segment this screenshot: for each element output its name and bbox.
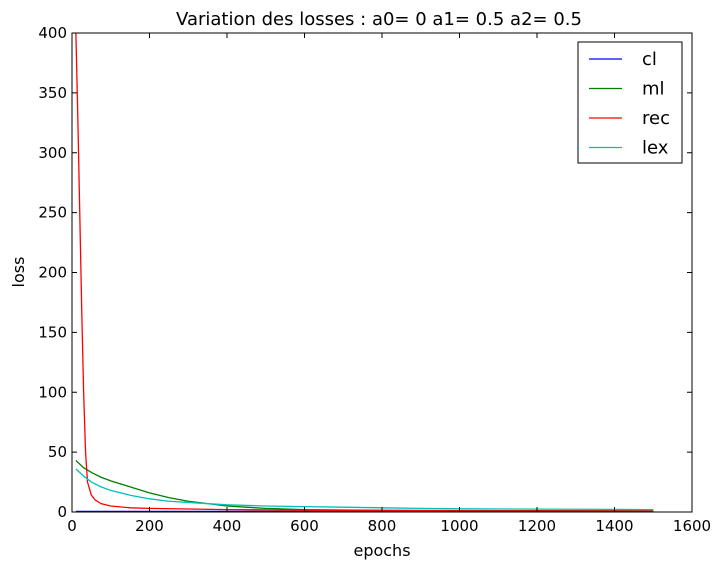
x-tick-label: 400 <box>213 517 242 535</box>
y-tick-label: 100 <box>38 383 67 401</box>
x-tick-label: 1000 <box>440 517 478 535</box>
y-tick-label: 300 <box>38 144 67 162</box>
x-tick-label: 1600 <box>673 517 711 535</box>
y-tick-label: 50 <box>48 443 67 461</box>
x-tick-label: 800 <box>368 517 397 535</box>
x-axis-title: epochs <box>353 541 410 560</box>
ticks-layer: 0 200 400 600 800 1000 1200 1400 1600 0 50 100 150 20… <box>38 24 711 535</box>
legend-label-lex: lex <box>642 138 669 159</box>
y-tick-label: 0 <box>57 503 67 521</box>
x-tick-label: 0 <box>67 517 77 535</box>
legend-label-ml: ml <box>642 79 665 100</box>
chart-title: Variation des losses : a0= 0 a1= 0.5 a2=… <box>176 9 582 30</box>
y-tick-label: 250 <box>38 204 67 222</box>
y-tick-label: 350 <box>38 84 67 102</box>
y-tick-label: 150 <box>38 323 67 341</box>
x-tick-label: 1200 <box>518 517 556 535</box>
y-tick-label: 400 <box>38 24 67 42</box>
x-tick-label: 200 <box>135 517 164 535</box>
legend-label-cl: cl <box>642 49 657 70</box>
x-tick-label: 600 <box>290 517 319 535</box>
y-axis-title: loss <box>9 257 28 288</box>
legend-label-rec: rec <box>642 108 670 129</box>
y-tick-label: 200 <box>38 264 67 282</box>
legend-box <box>577 41 683 164</box>
x-tick-label: 1400 <box>595 517 633 535</box>
legend: cl ml rec lex <box>577 41 683 164</box>
